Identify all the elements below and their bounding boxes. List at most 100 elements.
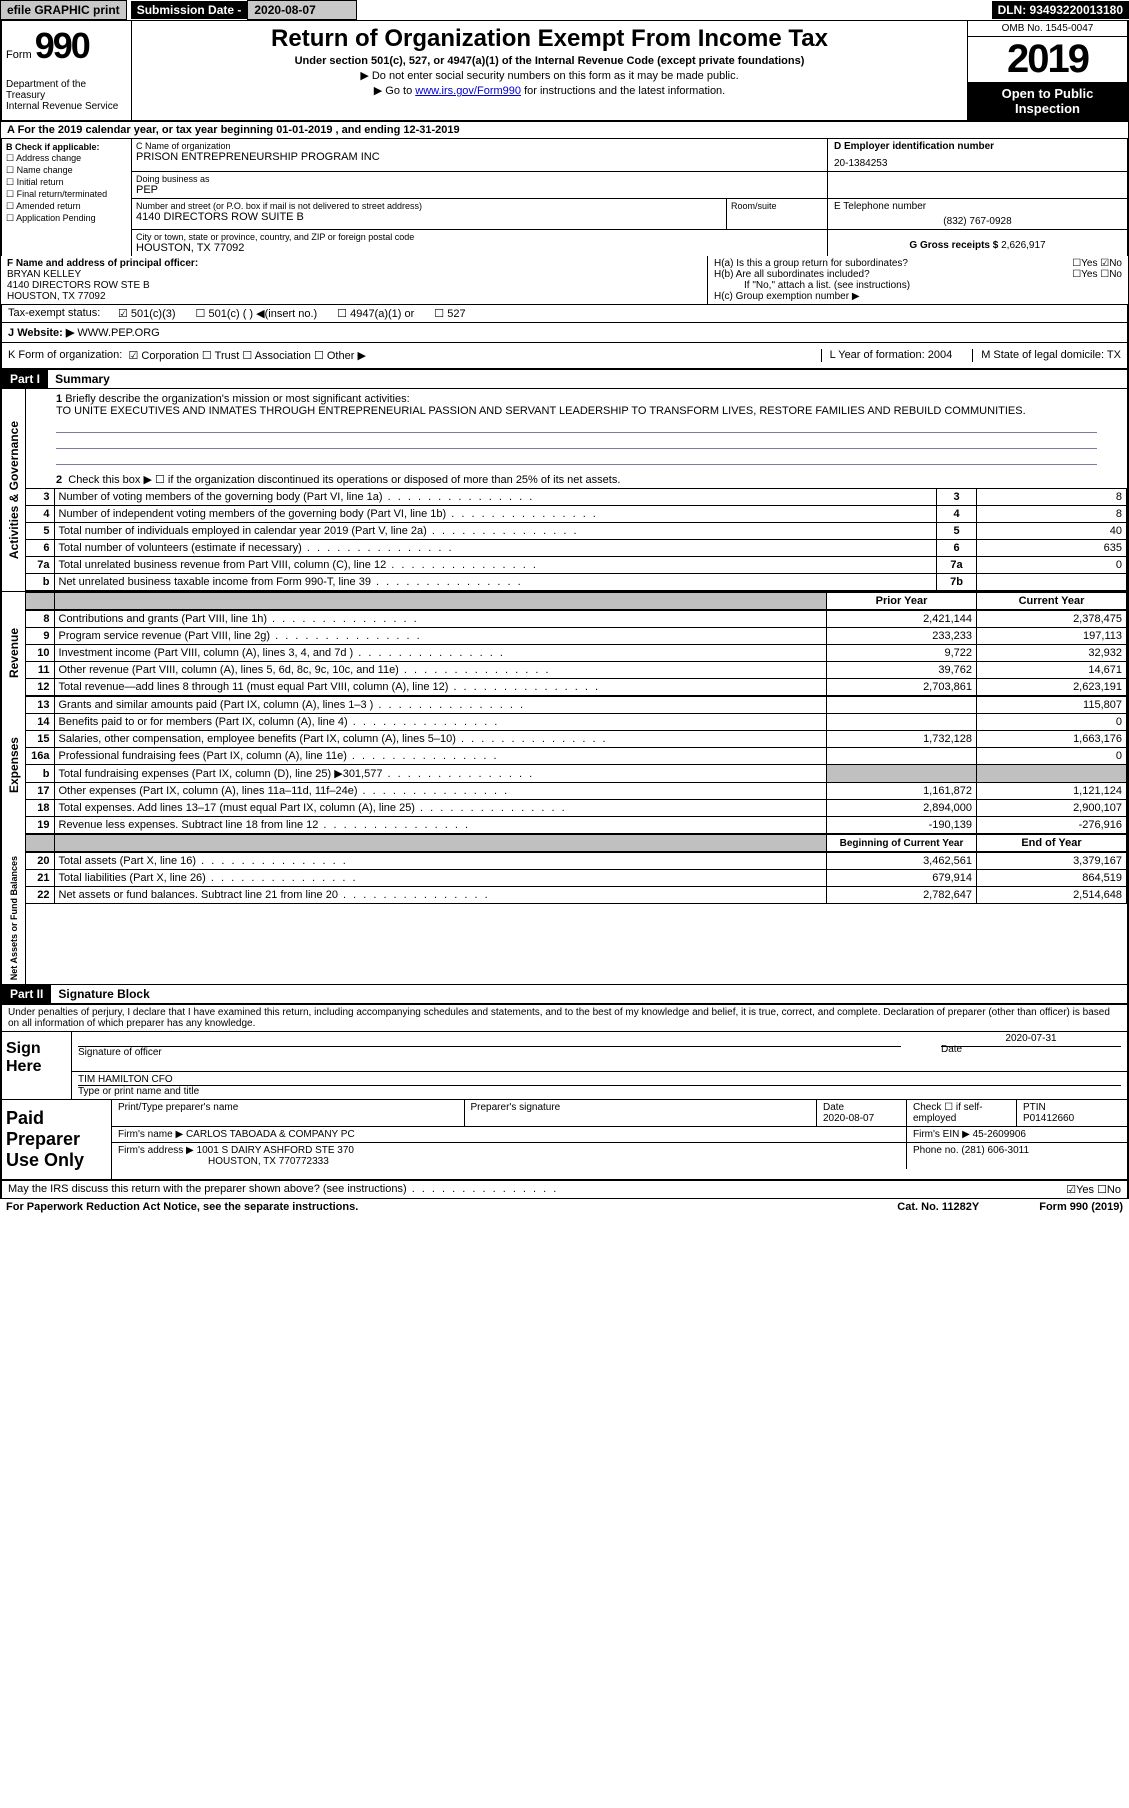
row-py: 9,722 <box>827 645 977 662</box>
blank-line <box>56 435 1097 449</box>
b-opt[interactable]: ☐ Address change <box>6 153 127 164</box>
status-4947[interactable]: ☐ 4947(a)(1) or <box>337 307 414 320</box>
subtitle-3: ▶ Go to www.irs.gov/Form990 for instruct… <box>142 84 957 97</box>
firm-name: CARLOS TABOADA & COMPANY PC <box>186 1129 355 1140</box>
row-desc: Net unrelated business taxable income fr… <box>54 574 937 591</box>
name-title-label: Type or print name and title <box>78 1086 1121 1097</box>
firm-phone: (281) 606-3011 <box>961 1145 1029 1156</box>
room-label: Room/suite <box>727 199 827 229</box>
c-name-label: C Name of organization <box>136 141 823 151</box>
phone: (832) 767-0928 <box>834 216 1121 227</box>
blank-line <box>56 419 1097 433</box>
dept-irs: Internal Revenue Service <box>6 101 127 112</box>
street-address: 4140 DIRECTORS ROW SUITE B <box>136 211 722 223</box>
row-py <box>827 765 977 783</box>
status-527[interactable]: ☐ 527 <box>434 307 465 320</box>
row-py: 2,894,000 <box>827 800 977 817</box>
row-val: 8 <box>977 506 1127 523</box>
row-val <box>977 574 1127 591</box>
row-num: 13 <box>26 697 54 714</box>
row-py: 2,703,861 <box>827 679 977 696</box>
vlabel-revenue: Revenue <box>5 624 23 682</box>
row-num: 20 <box>26 853 54 870</box>
officer-addr2: HOUSTON, TX 77092 <box>7 291 701 302</box>
website-url[interactable]: WWW.PEP.ORG <box>77 327 159 339</box>
row-desc: Total expenses. Add lines 13–17 (must eq… <box>54 800 827 817</box>
row-num: 22 <box>26 887 54 904</box>
mission-text: TO UNITE EXECUTIVES AND INMATES THROUGH … <box>56 405 1026 417</box>
subtitle-2: ▶ Do not enter social security numbers o… <box>142 69 957 82</box>
prep-date: 2020-08-07 <box>823 1113 874 1124</box>
instructions-link[interactable]: www.irs.gov/Form990 <box>415 85 521 97</box>
b-opt[interactable]: ☐ Name change <box>6 165 127 176</box>
efile-button[interactable]: efile GRAPHIC print <box>0 0 127 20</box>
row-py: 1,732,128 <box>827 731 977 748</box>
cat-no: Cat. No. 11282Y <box>897 1201 979 1213</box>
inspect-2: Inspection <box>972 101 1123 116</box>
boy-hdr: Beginning of Current Year <box>827 835 977 852</box>
website-row: J Website: ▶ WWW.PEP.ORG <box>0 323 1129 343</box>
officer-name: BRYAN KELLEY <box>7 269 701 280</box>
row-num: 18 <box>26 800 54 817</box>
sig-date-label: Date <box>941 1044 1121 1055</box>
b-opt[interactable]: ☐ Application Pending <box>6 213 127 224</box>
col-cd: C Name of organization PRISON ENTREPRENE… <box>132 139 1127 256</box>
row-num: 14 <box>26 714 54 731</box>
hb-yn[interactable]: ☐Yes ☐No <box>1072 269 1122 280</box>
b-opt[interactable]: ☐ Initial return <box>6 177 127 188</box>
b-label: B Check if applicable: <box>6 142 127 152</box>
row-desc: Salaries, other compensation, employee b… <box>54 731 827 748</box>
b-opt[interactable]: ☐ Final return/terminated <box>6 189 127 200</box>
row-box: 3 <box>937 489 977 506</box>
penalty-statement: Under penalties of perjury, I declare th… <box>0 1005 1129 1031</box>
prep-date-label: Date <box>823 1102 844 1113</box>
row-val: 40 <box>977 523 1127 540</box>
row-num: 3 <box>26 489 54 506</box>
row-val: 635 <box>977 540 1127 557</box>
row-cy: 864,519 <box>977 870 1127 887</box>
header-left: Form 990 Department of the Treasury Inte… <box>2 21 132 120</box>
ha-yn[interactable]: ☐Yes ☑No <box>1072 258 1122 269</box>
row-num: 19 <box>26 817 54 834</box>
row-fh: F Name and address of principal officer:… <box>0 256 1129 305</box>
section-bcd: B Check if applicable: ☐ Address change … <box>0 139 1129 256</box>
phone-label: Phone no. <box>913 1145 959 1156</box>
expenses-table: 13 Grants and similar amounts paid (Part… <box>26 696 1127 834</box>
line2: Check this box ▶ ☐ if the organization d… <box>68 474 620 486</box>
firm-addr2: HOUSTON, TX 770772333 <box>208 1156 329 1167</box>
row-cy: 115,807 <box>977 697 1127 714</box>
e-label: E Telephone number <box>834 201 1121 212</box>
discuss-yn[interactable]: ☑Yes ☐No <box>1066 1183 1121 1196</box>
k-opts[interactable]: ☑ Corporation ☐ Trust ☐ Association ☐ Ot… <box>128 349 365 362</box>
current-year-hdr: Current Year <box>977 593 1127 610</box>
status-501c3[interactable]: ☑ 501(c)(3) <box>118 307 176 320</box>
row-num: 6 <box>26 540 54 557</box>
vlabel-expenses: Expenses <box>5 733 23 797</box>
b-opt[interactable]: ☐ Amended return <box>6 201 127 212</box>
prior-year-hdr: Prior Year <box>827 593 977 610</box>
row-py: 2,421,144 <box>827 611 977 628</box>
row-py: 1,161,872 <box>827 783 977 800</box>
self-employed-check[interactable]: Check ☐ if self-employed <box>907 1100 1017 1126</box>
goto-prefix: ▶ Go to <box>374 85 415 97</box>
row-cy: 2,623,191 <box>977 679 1127 696</box>
firm-ein-label: Firm's EIN ▶ <box>913 1129 970 1140</box>
row-cy: -276,916 <box>977 817 1127 834</box>
row-desc: Investment income (Part VIII, column (A)… <box>54 645 827 662</box>
k-row: K Form of organization: ☑ Corporation ☐ … <box>0 343 1129 370</box>
eoy-hdr: End of Year <box>977 835 1127 852</box>
row-desc: Total number of volunteers (estimate if … <box>54 540 937 557</box>
governance-table: 3 Number of voting members of the govern… <box>26 488 1127 591</box>
row-num: b <box>26 574 54 591</box>
firm-addr-label: Firm's address ▶ <box>118 1145 194 1156</box>
row-cy: 32,932 <box>977 645 1127 662</box>
part2-header: Part II <box>2 985 51 1003</box>
row-desc: Number of independent voting members of … <box>54 506 937 523</box>
status-501c[interactable]: ☐ 501(c) ( ) ◀(insert no.) <box>196 307 318 320</box>
city-state-zip: HOUSTON, TX 77092 <box>136 242 823 254</box>
dept-treasury: Department of the Treasury <box>6 79 127 101</box>
firm-ein: 45-2609906 <box>973 1129 1026 1140</box>
year-header-table: Prior YearCurrent Year <box>26 592 1127 610</box>
row-box: 4 <box>937 506 977 523</box>
dln: DLN: 93493220013180 <box>992 1 1129 19</box>
